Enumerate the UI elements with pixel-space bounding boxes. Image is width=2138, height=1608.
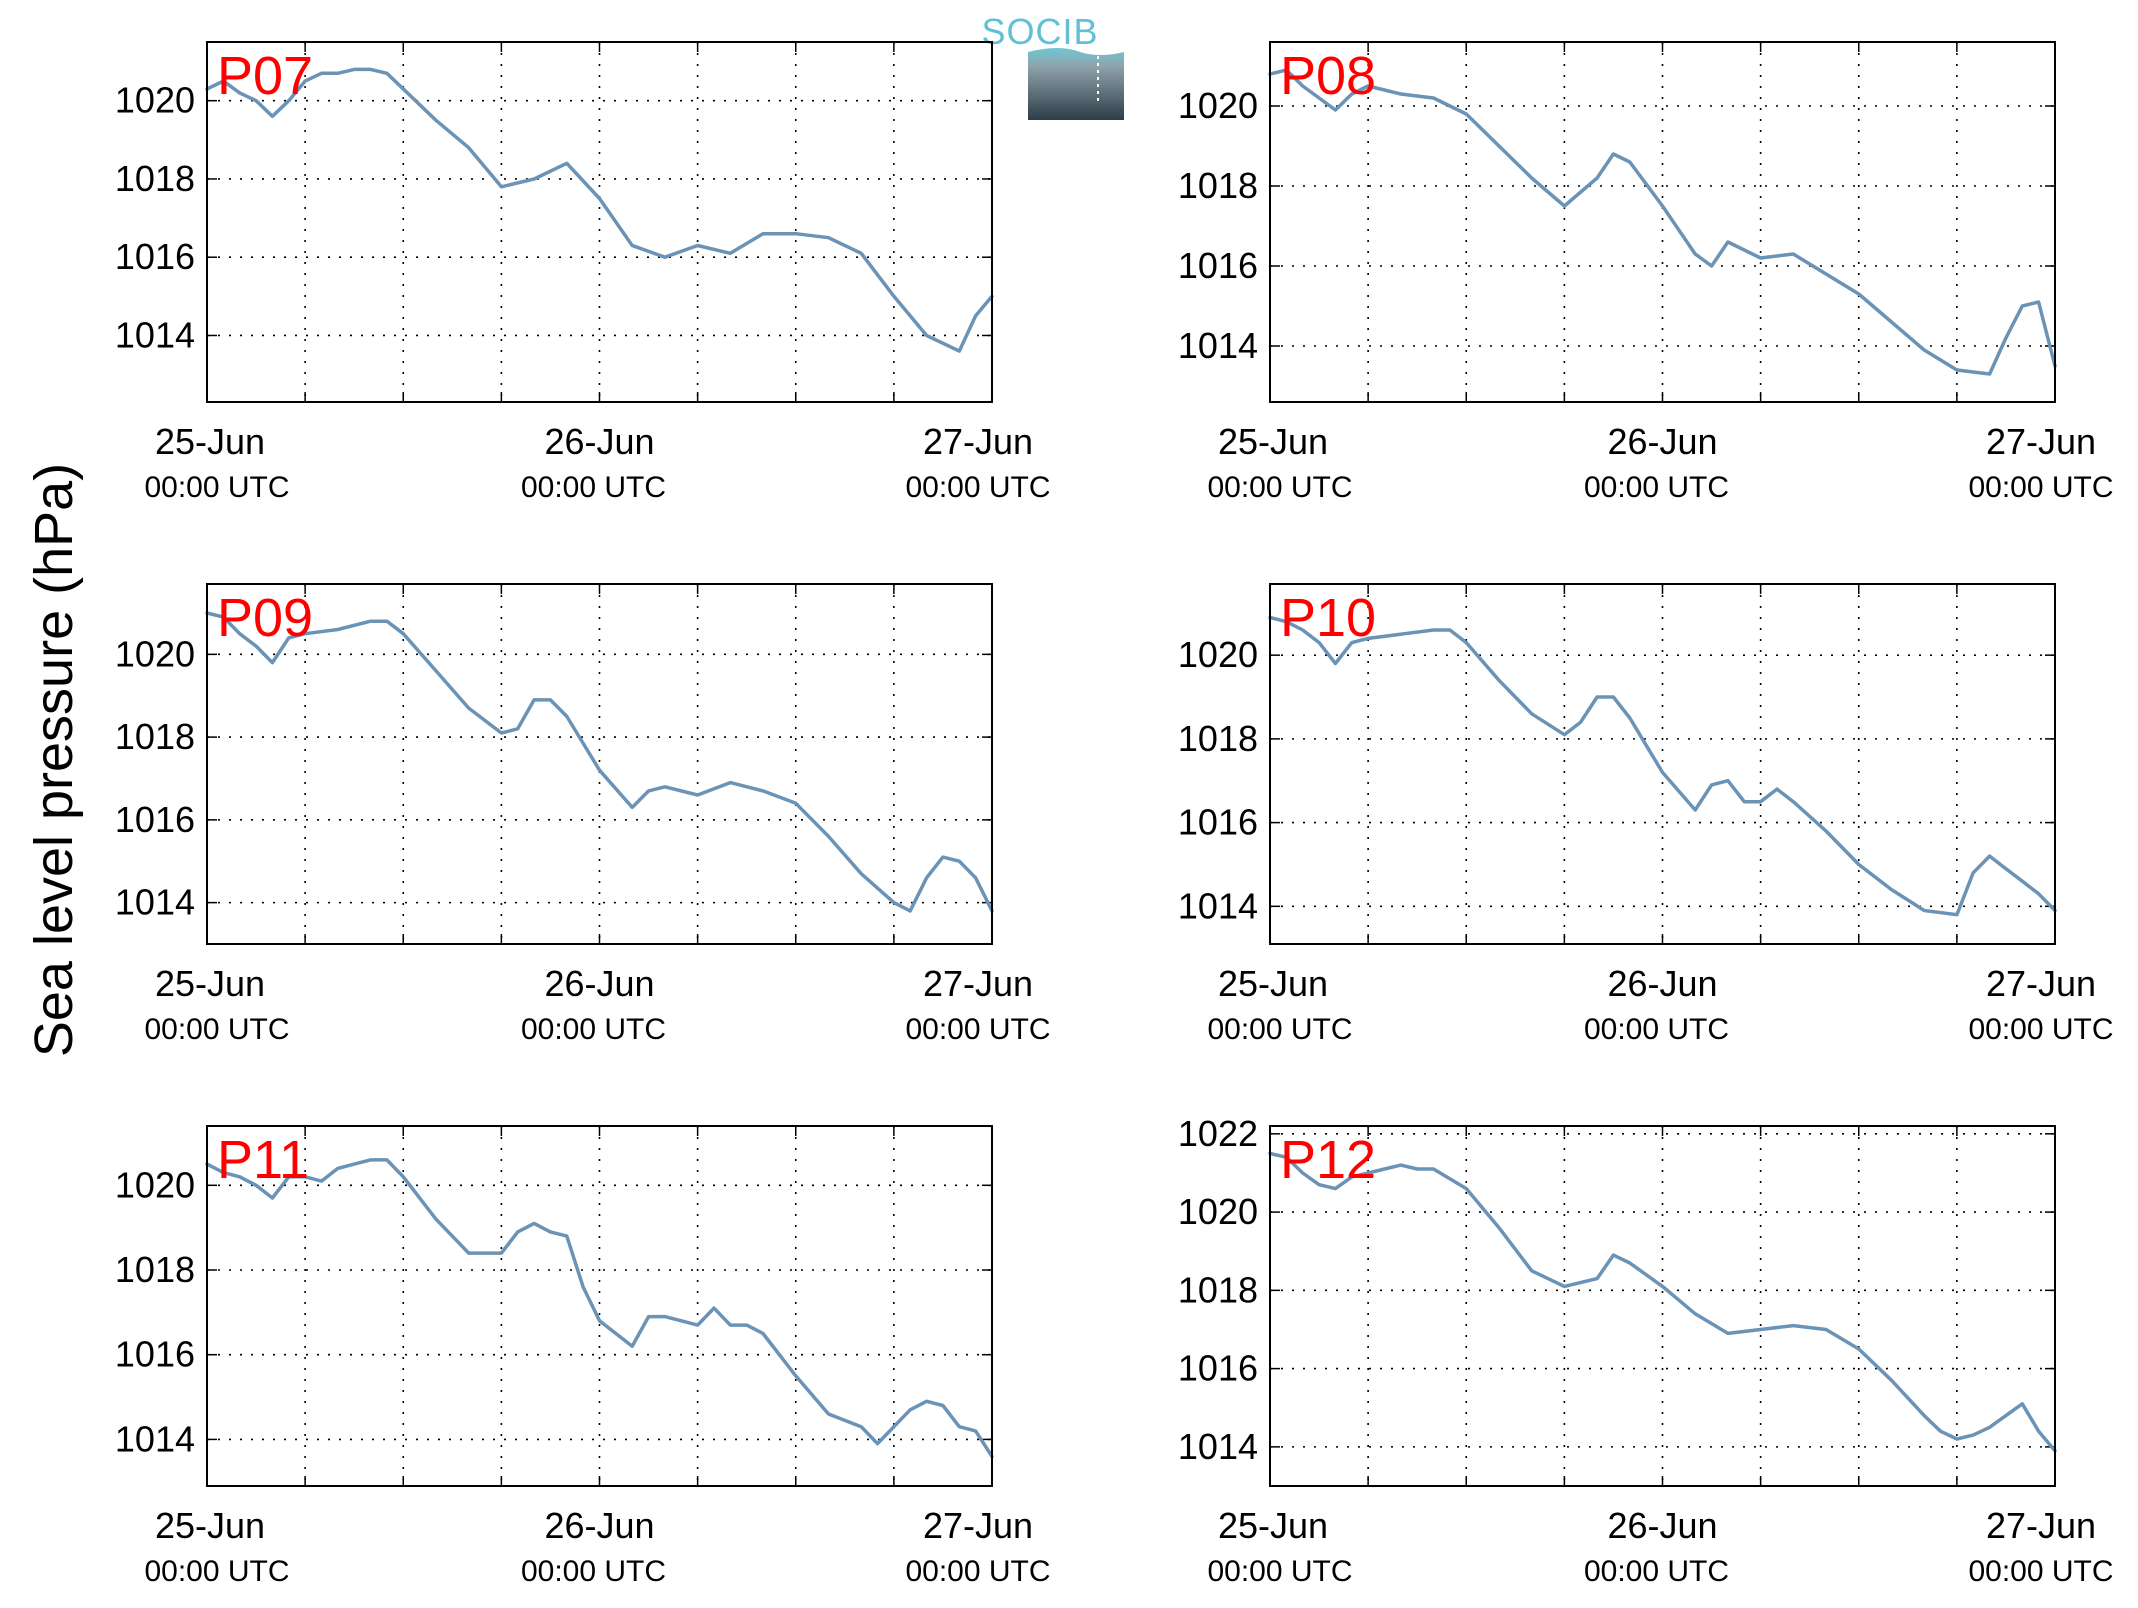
plot-frame — [1269, 41, 2056, 403]
y-tick-label: 1016 — [115, 799, 195, 840]
y-tick-label: 1020 — [115, 80, 195, 121]
y-tick-label: 1018 — [1178, 1269, 1258, 1310]
x-tick-time-label: 00:00 UTC — [1968, 471, 2113, 504]
y-tick-label: 1014 — [115, 882, 195, 923]
chart-panel-p11: 1014 1016 1018 1020 P11 25-Jun 00:00 UTC 26-Jun… — [115, 1125, 1051, 1588]
y-tick-label: 1018 — [1178, 165, 1258, 206]
x-tick-time-label: 00:00 UTC — [1584, 471, 1729, 504]
socib-logo-wave-icon — [1028, 48, 1124, 120]
y-tick-label: 1020 — [115, 633, 195, 674]
x-tick-date-label: 26-Jun — [544, 421, 654, 462]
y-tick-label: 1018 — [115, 158, 195, 199]
y-tick-label: 1020 — [1178, 1191, 1258, 1232]
panels-container: 1014 1016 1018 1020 P07 25-Jun 00:00 UTC 26-Jun… — [115, 41, 2114, 1588]
pressure-series-line — [1268, 68, 2057, 376]
y-tick-label: 1014 — [115, 1418, 195, 1459]
x-tick-time-label: 00:00 UTC — [1584, 1555, 1729, 1588]
panel-label: P12 — [1280, 1130, 1376, 1190]
y-tick-label: 1018 — [115, 1249, 195, 1290]
plot-frame — [206, 41, 993, 403]
chart-panel-p10: 1014 1016 1018 1020 P10 25-Jun 00:00 UTC 26-Jun… — [1178, 583, 2114, 1046]
y-tick-label: 1014 — [115, 314, 195, 355]
y-tick-label: 1020 — [115, 1164, 195, 1205]
panel-label: P10 — [1280, 588, 1376, 648]
socib-logo-text: SOCIB — [981, 11, 1098, 52]
y-tick-label: 1018 — [115, 716, 195, 757]
y-tick-label: 1018 — [1178, 718, 1258, 759]
x-tick-time-label: 00:00 UTC — [521, 1555, 666, 1588]
x-tick-date-label: 26-Jun — [544, 1505, 654, 1546]
x-tick-date-label: 25-Jun — [155, 421, 265, 462]
x-tick-date-label: 27-Jun — [1986, 1505, 2096, 1546]
x-tick-date-label: 25-Jun — [1218, 963, 1328, 1004]
pressure-series-line — [205, 1158, 994, 1459]
x-tick-time-label: 00:00 UTC — [521, 1013, 666, 1046]
panel-label: P07 — [217, 46, 313, 106]
chart-panel-p08: 1014 1016 1018 1020 P08 25-Jun 00:00 UTC 26-Jun… — [1178, 41, 2114, 504]
x-tick-date-label: 26-Jun — [1607, 1505, 1717, 1546]
x-tick-date-label: 26-Jun — [544, 963, 654, 1004]
y-tick-label: 1016 — [1178, 245, 1258, 286]
x-tick-time-label: 00:00 UTC — [144, 1555, 289, 1588]
y-tick-label: 1014 — [1178, 885, 1258, 926]
x-tick-time-label: 00:00 UTC — [521, 471, 666, 504]
plot-frame — [1269, 583, 2056, 945]
x-tick-date-label: 27-Jun — [923, 963, 1033, 1004]
plot-frame — [206, 1125, 993, 1487]
y-tick-label: 1022 — [1178, 1113, 1258, 1154]
x-tick-time-label: 00:00 UTC — [905, 1013, 1050, 1046]
x-tick-time-label: 00:00 UTC — [144, 471, 289, 504]
x-tick-date-label: 27-Jun — [923, 1505, 1033, 1546]
panel-label: P08 — [1280, 46, 1376, 106]
x-tick-time-label: 00:00 UTC — [144, 1013, 289, 1046]
pressure-series-line — [1268, 615, 2057, 917]
y-tick-label: 1014 — [1178, 325, 1258, 366]
y-tick-label: 1016 — [1178, 802, 1258, 843]
socib-logo: SOCIB — [981, 11, 1124, 120]
x-tick-time-label: 00:00 UTC — [1584, 1013, 1729, 1046]
y-tick-label: 1014 — [1178, 1426, 1258, 1467]
panel-label: P09 — [217, 588, 313, 648]
x-tick-date-label: 26-Jun — [1607, 963, 1717, 1004]
chart-panel-p09: 1014 1016 1018 1020 P09 25-Jun 00:00 UTC 26-Jun… — [115, 583, 1051, 1046]
x-tick-date-label: 27-Jun — [1986, 421, 2096, 462]
x-tick-date-label: 25-Jun — [1218, 1505, 1328, 1546]
panel-label: P11 — [217, 1130, 309, 1190]
chart-panel-p07: 1014 1016 1018 1020 P07 25-Jun 00:00 UTC 26-Jun… — [115, 41, 1051, 504]
x-tick-date-label: 25-Jun — [155, 1505, 265, 1546]
x-tick-time-label: 00:00 UTC — [1207, 471, 1352, 504]
y-tick-label: 1020 — [1178, 634, 1258, 675]
x-tick-time-label: 00:00 UTC — [1207, 1555, 1352, 1588]
x-tick-date-label: 26-Jun — [1607, 421, 1717, 462]
x-tick-time-label: 00:00 UTC — [1968, 1555, 2113, 1588]
x-tick-date-label: 25-Jun — [1218, 421, 1328, 462]
x-tick-time-label: 00:00 UTC — [905, 1555, 1050, 1588]
x-tick-date-label: 25-Jun — [155, 963, 265, 1004]
pressure-series-line — [205, 611, 994, 913]
y-axis-label: Sea level pressure (hPa) — [24, 463, 84, 1057]
y-tick-label: 1016 — [1178, 1348, 1258, 1389]
x-tick-date-label: 27-Jun — [923, 421, 1033, 462]
pressure-series-line — [1268, 1151, 2057, 1453]
chart-panel-p12: 1014 1016 1018 1020 1022 P12 25-Jun 00:00 UTC 26… — [1178, 1113, 2114, 1588]
plot-frame — [1269, 1125, 2056, 1487]
x-tick-time-label: 00:00 UTC — [1207, 1013, 1352, 1046]
x-tick-time-label: 00:00 UTC — [1968, 1013, 2113, 1046]
y-tick-label: 1020 — [1178, 85, 1258, 126]
y-tick-label: 1016 — [115, 236, 195, 277]
plot-frame — [206, 583, 993, 945]
y-tick-label: 1016 — [115, 1334, 195, 1375]
x-tick-date-label: 27-Jun — [1986, 963, 2096, 1004]
x-tick-time-label: 00:00 UTC — [905, 471, 1050, 504]
pressure-series-line — [205, 67, 994, 353]
